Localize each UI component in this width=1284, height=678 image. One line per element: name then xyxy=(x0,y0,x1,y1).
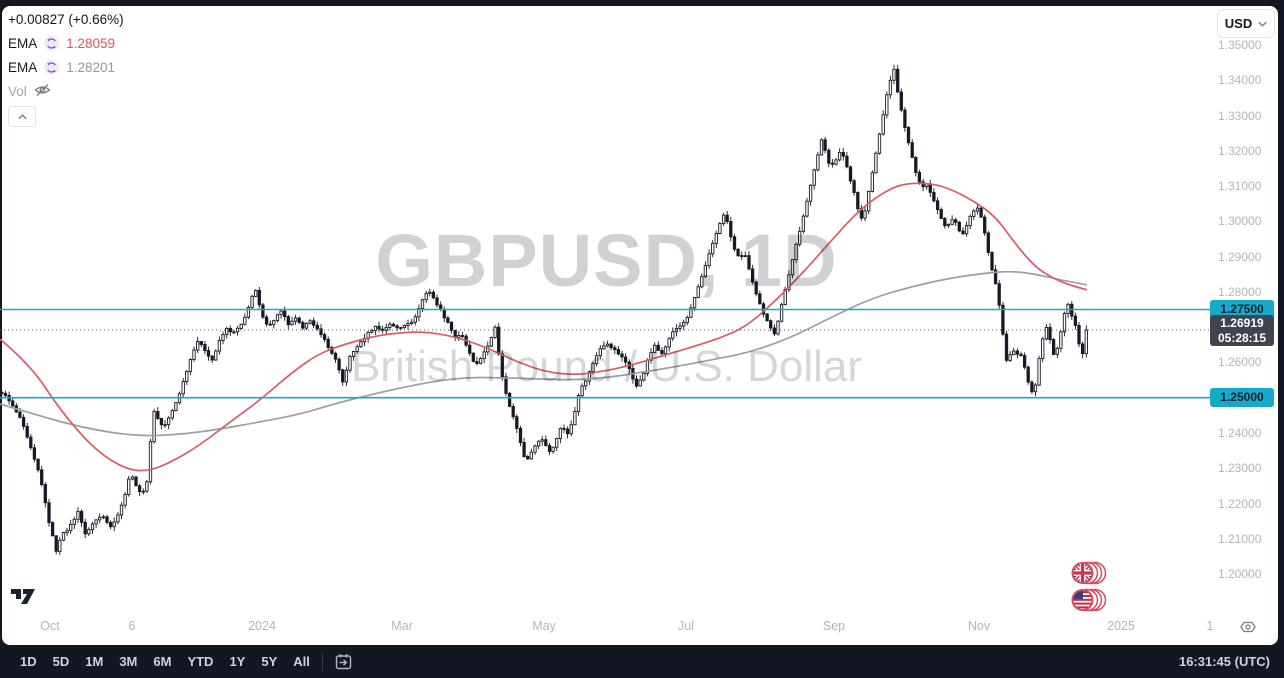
usd-flag-icon[interactable] xyxy=(1070,587,1110,614)
range-button-1d[interactable]: 1D xyxy=(20,654,37,669)
range-button-6m[interactable]: 6M xyxy=(153,654,172,669)
go-to-date-button[interactable] xyxy=(331,650,357,674)
sync-icon xyxy=(44,35,60,51)
ema-slow-row[interactable]: EMA 1.28201 xyxy=(8,58,124,76)
price-tick-label: 1.28000 xyxy=(1218,284,1262,299)
time-tick-label: May xyxy=(532,619,556,633)
sync-icon xyxy=(44,59,60,75)
range-button-5y[interactable]: 5Y xyxy=(261,654,278,669)
price-change-line: +0.00827 (+0.66%) xyxy=(8,10,124,28)
change-value: +0.00827 (+0.66%) xyxy=(8,11,124,27)
ema-slow-value: 1.28201 xyxy=(66,59,116,75)
ema-fast-row[interactable]: EMA 1.28059 xyxy=(8,34,124,52)
price-tick-label: 1.33000 xyxy=(1218,108,1262,123)
price-tick-label: 1.21000 xyxy=(1218,531,1262,546)
price-tick-label: 1.31000 xyxy=(1218,179,1262,194)
time-tick-label: Nov xyxy=(967,619,991,633)
volume-row[interactable]: Vol xyxy=(8,82,124,100)
price-tick-label: 1.23000 xyxy=(1218,461,1262,476)
time-tick-label: Mar xyxy=(391,619,413,633)
price-tick-label: 1.30000 xyxy=(1218,214,1262,229)
gbp-flag-icon[interactable] xyxy=(1070,560,1110,587)
time-tick-label: Oct xyxy=(40,619,60,633)
price-chart[interactable] xyxy=(0,0,1284,646)
ema-fast-label: EMA xyxy=(8,35,38,51)
price-tick-label: 1.29000 xyxy=(1218,249,1262,264)
price-tick-label: 1.34000 xyxy=(1218,73,1262,88)
ema-fast-value: 1.28059 xyxy=(66,35,116,51)
price-tick-label: 1.20000 xyxy=(1218,567,1262,581)
server-clock: 16:31:45 (UTC) xyxy=(1178,654,1270,669)
range-button-1m[interactable]: 1M xyxy=(85,654,104,669)
toolbar-divider xyxy=(321,652,323,671)
lower-level-price-badge: 1.25000 xyxy=(1210,388,1274,407)
price-scale-settings-icon[interactable] xyxy=(1239,618,1257,636)
collapse-legend-button[interactable] xyxy=(8,106,36,127)
volume-label: Vol xyxy=(8,83,27,99)
price-tick-label: 1.32000 xyxy=(1218,143,1262,158)
time-tick-label: 1 xyxy=(1206,619,1214,633)
range-button-3m[interactable]: 3M xyxy=(119,654,138,669)
date-range-switcher: 1D 5D 1M 3M 6M YTD 1Y 5Y All xyxy=(0,650,318,673)
time-tick-label: Sep xyxy=(822,619,846,633)
ema-slow-label: EMA xyxy=(8,59,38,75)
time-tick-label: 6 xyxy=(128,619,136,633)
range-button-ytd[interactable]: YTD xyxy=(187,654,214,669)
upper-level-price-badge: 1.27500 xyxy=(1210,300,1274,319)
last-price-value: 1.26919 xyxy=(1220,316,1264,330)
eye-off-icon[interactable] xyxy=(34,83,51,100)
calendar-icon xyxy=(336,654,352,670)
bar-countdown: 05:28:15 xyxy=(1217,331,1267,345)
chevron-down-icon xyxy=(1258,21,1267,27)
price-tick-label: 1.24000 xyxy=(1218,425,1262,440)
range-button-all[interactable]: All xyxy=(293,654,310,669)
last-price-badge: 1.26919 05:28:15 xyxy=(1210,315,1274,346)
price-tick-label: 1.26000 xyxy=(1218,355,1262,370)
bottom-toolbar: 1D 5D 1M 3M 6M YTD 1Y 5Y All 16:31:45 (UTC) xyxy=(0,645,1284,678)
tradingview-logo[interactable] xyxy=(9,584,43,606)
currency-dropdown[interactable]: USD xyxy=(1217,9,1275,38)
time-tick-label: 2025 xyxy=(1107,619,1135,633)
range-button-5d[interactable]: 5D xyxy=(52,654,70,669)
price-tick-label: 1.22000 xyxy=(1218,496,1262,511)
price-tick-label: 1.35000 xyxy=(1218,38,1262,52)
range-button-1y[interactable]: 1Y xyxy=(229,654,246,669)
time-tick-label: Jul xyxy=(678,619,694,633)
currency-value: USD xyxy=(1224,16,1253,31)
time-tick-label: 2024 xyxy=(248,619,276,633)
legend: +0.00827 (+0.66%) EMA 1.28059 EMA 1.2820… xyxy=(8,10,124,127)
